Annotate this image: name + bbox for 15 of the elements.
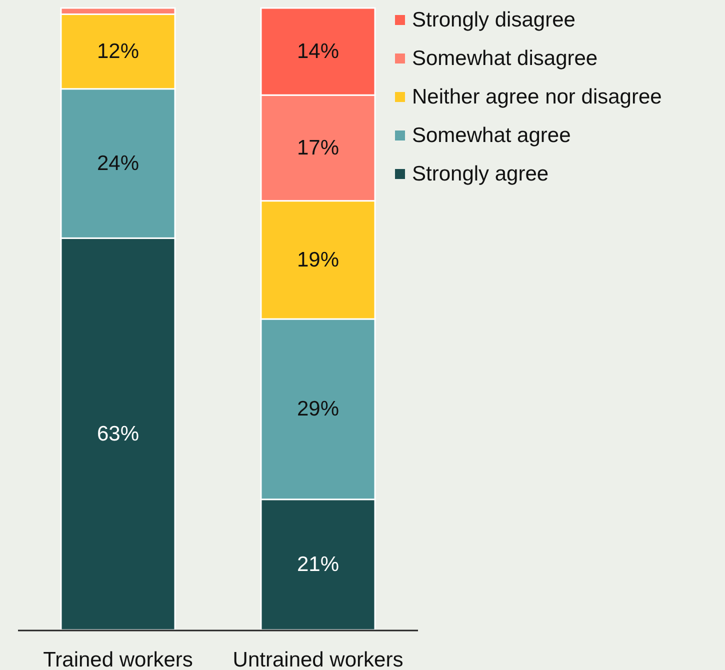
data-label: 17%: [296, 136, 340, 160]
x-tick-label: Trained workers: [43, 648, 193, 670]
legend-label: Neither agree nor disagree: [412, 86, 662, 108]
data-label: 29%: [296, 398, 340, 421]
data-label: 14%: [296, 40, 340, 64]
x-tick-label: Untrained workers: [232, 648, 404, 670]
data-label: 63%: [96, 422, 140, 446]
legend-label: Strongly agree: [412, 162, 549, 186]
data-label: 19%: [296, 248, 340, 272]
data-label: 21%: [296, 553, 340, 576]
data-label: 24%: [96, 152, 140, 175]
legend-label: Strongly disagree: [412, 8, 576, 32]
data-label: 12%: [96, 40, 140, 64]
legend-label: Somewhat disagree: [412, 47, 598, 70]
legend-label: Somewhat agree: [412, 124, 571, 147]
